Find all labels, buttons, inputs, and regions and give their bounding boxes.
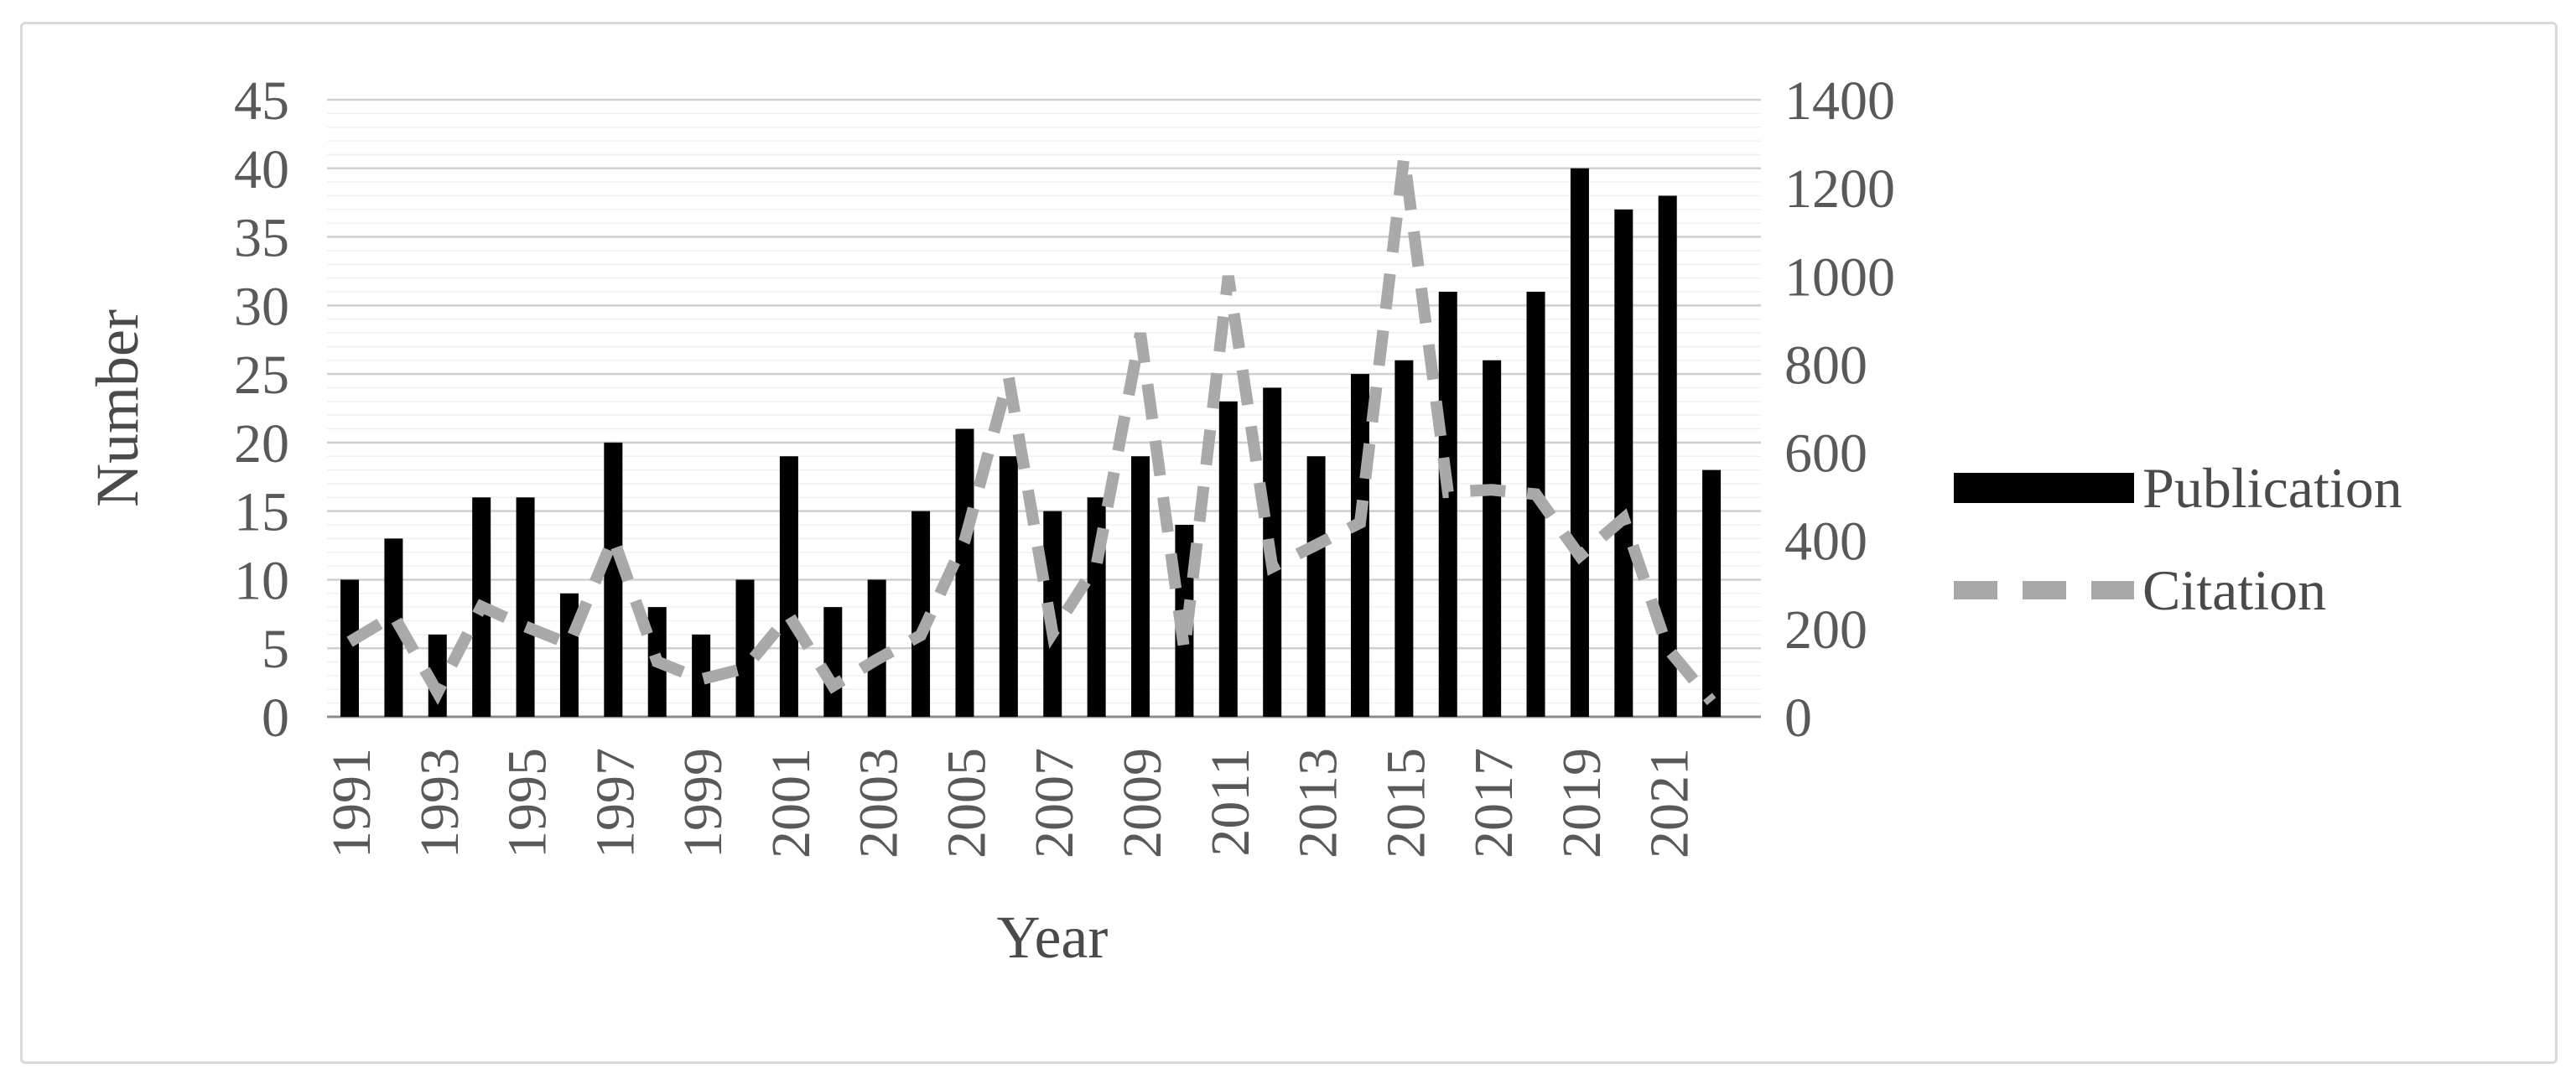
bar-2004 [911, 511, 931, 717]
x-tick-1997: 1997 [584, 748, 646, 858]
x-tick-1999: 1999 [673, 748, 734, 858]
left-axis-tick-labels: 0 5 10 15 20 25 30 35 40 45 [234, 70, 289, 749]
x-tick-2005: 2005 [936, 748, 997, 858]
left-tick-0: 0 [262, 687, 289, 749]
left-tick-40: 40 [234, 139, 289, 200]
bar-1992 [384, 538, 403, 717]
x-tick-1993: 1993 [409, 748, 470, 858]
x-tick-2015: 2015 [1375, 748, 1436, 858]
bar-2022 [1702, 469, 1722, 717]
left-tick-45: 45 [234, 70, 289, 132]
left-tick-5: 5 [262, 619, 289, 680]
x-tick-1991: 1991 [321, 748, 382, 858]
publication-swatch-icon [1954, 473, 2134, 503]
bar-2021 [1658, 195, 1677, 717]
publication-bars [340, 168, 1722, 717]
x-tick-2011: 2011 [1200, 748, 1261, 857]
right-tick-600: 600 [1784, 423, 1867, 485]
bar-2017 [1483, 360, 1502, 717]
citation-dash-swatch-icon [1954, 581, 2134, 599]
x-tick-2013: 2013 [1288, 748, 1349, 858]
y-axis-title: Number [84, 309, 151, 507]
bar-2006 [999, 456, 1018, 717]
legend-item-publication: Publication [1954, 444, 2541, 532]
bar-2016 [1438, 291, 1457, 717]
left-tick-20: 20 [234, 413, 289, 475]
bar-1995 [516, 497, 535, 717]
x-tick-2009: 2009 [1112, 748, 1173, 858]
left-tick-25: 25 [234, 345, 289, 406]
x-tick-2021: 2021 [1639, 748, 1701, 858]
bar-2000 [735, 579, 755, 717]
bar-2019 [1570, 168, 1589, 717]
x-tick-1995: 1995 [497, 748, 558, 858]
x-axis-tick-labels: 1991 1993 1995 1997 1999 2001 2003 2005 2007 2009… [321, 748, 1701, 858]
right-tick-800: 800 [1784, 335, 1867, 396]
x-tick-2001: 2001 [761, 748, 822, 858]
right-tick-0: 0 [1784, 687, 1812, 749]
legend: Publication Citation [1954, 444, 2541, 634]
bar-2013 [1306, 456, 1326, 717]
bar-1996 [559, 593, 579, 717]
right-axis-tick-labels: 0 200 400 600 800 1000 1200 1400 [1784, 70, 1895, 749]
left-tick-10: 10 [234, 550, 289, 611]
bar-2003 [867, 579, 886, 717]
citation-line [346, 156, 1716, 706]
right-tick-400: 400 [1784, 511, 1867, 573]
left-tick-15: 15 [234, 482, 289, 543]
bar-2002 [823, 607, 843, 717]
x-tick-2003: 2003 [849, 748, 910, 858]
right-tick-1200: 1200 [1784, 158, 1895, 220]
bar-2014 [1350, 374, 1369, 717]
x-axis-title: Year [996, 904, 1109, 971]
right-tick-1000: 1000 [1784, 246, 1895, 308]
left-tick-30: 30 [234, 276, 289, 337]
legend-item-citation: Citation [1954, 547, 2541, 634]
x-tick-2007: 2007 [1024, 748, 1085, 858]
x-tick-2017: 2017 [1463, 748, 1524, 858]
bar-2020 [1614, 209, 1633, 717]
right-tick-200: 200 [1784, 599, 1867, 661]
bar-1991 [340, 579, 359, 717]
x-tick-2019: 2019 [1551, 748, 1613, 858]
right-tick-1400: 1400 [1784, 70, 1895, 132]
bar-2005 [955, 428, 974, 717]
legend-label-publication: Publication [2142, 456, 2402, 520]
bar-1997 [604, 442, 623, 717]
left-tick-35: 35 [234, 208, 289, 269]
bar-2001 [779, 456, 798, 717]
bar-1999 [692, 634, 711, 717]
legend-label-citation: Citation [2142, 558, 2327, 622]
bar-2015 [1394, 360, 1414, 717]
bar-2009 [1131, 456, 1150, 717]
bar-2011 [1218, 401, 1238, 717]
